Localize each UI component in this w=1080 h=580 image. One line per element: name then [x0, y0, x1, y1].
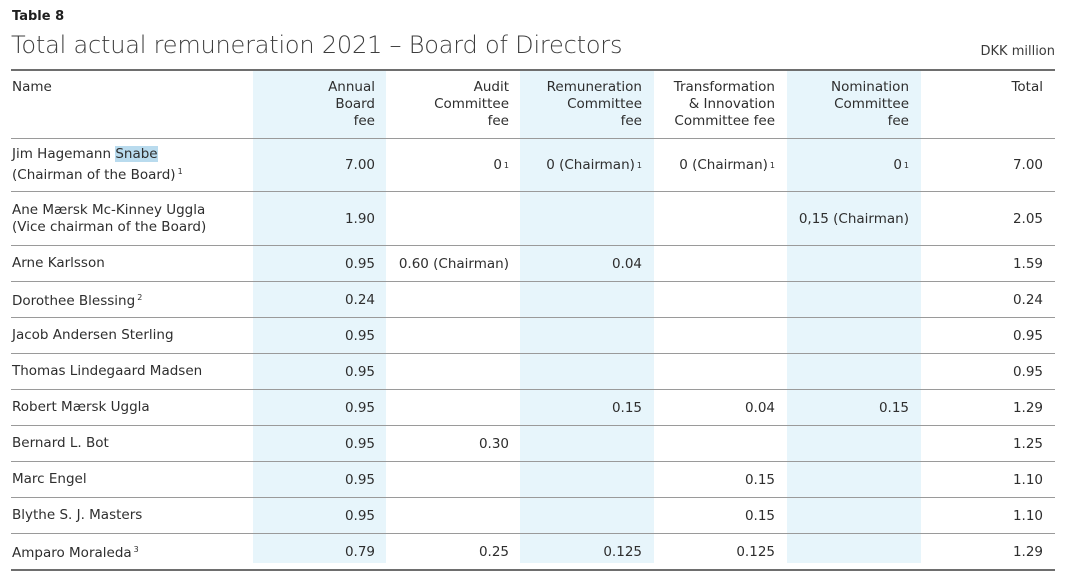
- header-audit-committee-fee: Audit Committee fee: [434, 79, 509, 129]
- cell-total: 1.25: [1012, 435, 1043, 452]
- cell-annual-fee: 0.95: [344, 507, 375, 524]
- cell-name: Ane Mærsk Mc-Kinney Uggla (Vice chairman …: [12, 201, 207, 235]
- remuneration-table: Name Annual Board fee Audit Committee fe…: [11, 71, 1055, 571]
- cell-name: Thomas Lindegaard Madsen: [12, 363, 203, 379]
- cell-name: Blythe S. J. Masters: [12, 507, 143, 523]
- cell-transformation-fee: 0.04: [744, 399, 775, 416]
- table-row: Thomas Lindegaard Madsen 0.95 0.95: [11, 354, 1055, 390]
- cell-transformation-fee: 0.15: [744, 507, 775, 524]
- cell-name: Marc Engel: [12, 471, 87, 487]
- header-annual-board-fee: Annual Board fee: [328, 79, 375, 129]
- table-row: Amparo Moraleda 3 0.79 0.25 0.125 0.125 1.29: [11, 534, 1055, 571]
- table-row: Robert Mærsk Uggla 0.95 0.15 0.04 0.15 1.29: [11, 390, 1055, 426]
- table-header-row: Name Annual Board fee Audit Committee fe…: [11, 71, 1055, 139]
- table-row: Marc Engel 0.95 0.15 1.10: [11, 462, 1055, 498]
- cell-nomination-fee: 0,15 (Chairman): [798, 210, 909, 227]
- text-selection-highlight: Snabe: [115, 146, 158, 162]
- cell-annual-fee: 0.95: [344, 399, 375, 416]
- cell-total: 1.29: [1012, 399, 1043, 416]
- cell-annual-fee: 0.95: [344, 327, 375, 344]
- table-row: Ane Mærsk Mc-Kinney Uggla (Vice chairman …: [11, 192, 1055, 246]
- cell-remuneration-fee: 0.125: [603, 543, 642, 560]
- cell-audit-fee: 0.30: [478, 435, 509, 452]
- table-row: Blythe S. J. Masters 0.95 0.15 1.10: [11, 498, 1055, 534]
- cell-annual-fee: 1.90: [344, 210, 375, 227]
- cell-total: 1.10: [1012, 471, 1043, 488]
- cell-audit-fee: 0.25: [478, 543, 509, 560]
- cell-annual-fee: 0.95: [344, 471, 375, 488]
- cell-total: 0.95: [1012, 327, 1043, 344]
- cell-total: 2.05: [1012, 210, 1043, 227]
- cell-name: Bernard L. Bot: [12, 435, 109, 451]
- cell-total: 7.00: [1012, 157, 1043, 173]
- table-number-label: Table 8: [12, 9, 65, 24]
- cell-annual-fee: 0.95: [344, 363, 375, 380]
- table-row: Jacob Andersen Sterling 0.95 0.95: [11, 318, 1055, 354]
- cell-annual-fee: 7.00: [344, 157, 375, 173]
- cell-nomination-fee: 0.15: [878, 399, 909, 416]
- header-transformation-committee-fee: Transformation & Innovation Committee fe…: [673, 79, 775, 129]
- cell-remuneration-fee: 0.04: [611, 255, 642, 272]
- cell-name: Arne Karlsson: [12, 255, 105, 271]
- cell-total: 1.29: [1012, 543, 1043, 560]
- cell-name: Jim Hagemann Snabe (Chairman of the Board…: [12, 146, 183, 183]
- cell-total: 1.10: [1012, 507, 1043, 524]
- cell-name: Robert Mærsk Uggla: [12, 399, 150, 415]
- cell-total: 1.59: [1012, 255, 1043, 272]
- unit-label: DKK million: [980, 44, 1056, 59]
- table-row: Jim Hagemann Snabe (Chairman of the Board…: [11, 139, 1055, 192]
- cell-name: Amparo Moraleda 3: [12, 545, 139, 561]
- table-title: Total actual remuneration 2021 – Board o…: [11, 31, 623, 59]
- header-nomination-committee-fee: Nomination Committee fee: [831, 79, 909, 129]
- top-rule: [11, 69, 1055, 71]
- cell-name: Jacob Andersen Sterling: [12, 327, 174, 343]
- cell-name: Dorothee Blessing 2: [12, 293, 143, 309]
- cell-annual-fee: 0.24: [344, 291, 375, 308]
- cell-annual-fee: 0.95: [344, 255, 375, 272]
- cell-transformation-fee: 0.125: [736, 543, 775, 560]
- cell-total: 0.24: [1012, 291, 1043, 308]
- cell-remuneration-fee: 0 (Chairman) 1: [546, 157, 642, 173]
- cell-transformation-fee: 0.15: [744, 471, 775, 488]
- cell-audit-fee: 0.60 (Chairman): [398, 255, 509, 272]
- cell-annual-fee: 0.95: [344, 435, 375, 452]
- cell-annual-fee: 0.79: [344, 543, 375, 560]
- table-row: Arne Karlsson 0.95 0.60 (Chairman) 0.04 1.59: [11, 246, 1055, 282]
- cell-remuneration-fee: 0.15: [611, 399, 642, 416]
- header-name: Name: [12, 79, 52, 95]
- table-row: Dorothee Blessing 2 0.24 0.24: [11, 282, 1055, 318]
- table-row: Bernard L. Bot 0.95 0.30 1.25: [11, 426, 1055, 462]
- cell-total: 0.95: [1012, 363, 1043, 380]
- header-total: Total: [1011, 79, 1043, 95]
- header-remuneration-committee-fee: Remuneration Committee fee: [546, 79, 642, 129]
- cell-transformation-fee: 0 (Chairman) 1: [679, 157, 775, 173]
